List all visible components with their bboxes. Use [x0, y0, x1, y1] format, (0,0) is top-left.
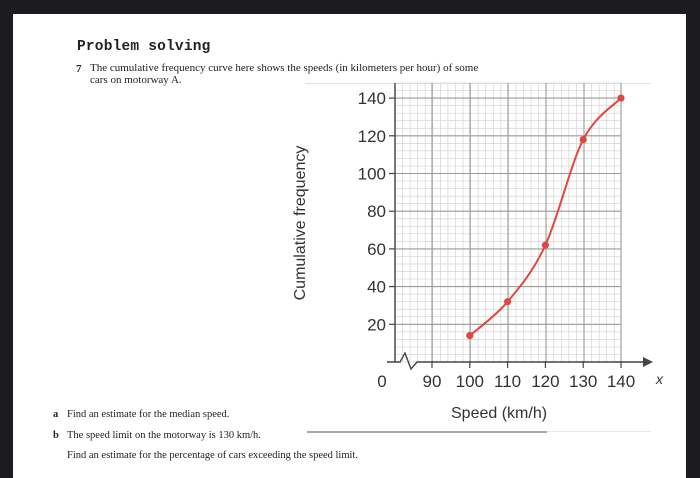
x-axis-arrow-icon: [643, 357, 653, 367]
cumulative-frequency-chart: 20 40 60 80 100 120 140 0 90 100 110 120 130 140 x Cum…: [13, 14, 686, 478]
y-tick-label: 80: [367, 202, 386, 221]
x-tick-label: 110: [494, 372, 521, 391]
y-tick-label: 100: [358, 165, 386, 184]
cumulative-frequency-curve: [469, 97, 622, 337]
chart-canvas: 20 40 60 80 100 120 140 0 90 100 110 120 130 140 x: [358, 82, 664, 391]
x-tick-label: 140: [607, 372, 635, 391]
x-tick-label: 100: [456, 372, 484, 391]
part-letter: b: [53, 430, 59, 441]
question-number: 7: [76, 63, 82, 75]
part-letter: a: [53, 409, 59, 420]
separator-line: [307, 431, 547, 433]
x-origin-label: 0: [377, 372, 386, 391]
data-point: [541, 241, 550, 249]
data-point: [579, 135, 587, 144]
part-text: Find an estimate for the median speed.: [67, 409, 230, 420]
part-text: Find an estimate for the percentage of c…: [67, 450, 358, 461]
data-point: [504, 298, 512, 306]
y-tick-label: 20: [367, 315, 386, 334]
part-b: b The speed limit on the motorway is 130 …: [53, 430, 261, 441]
section-heading: Problem solving: [77, 39, 211, 55]
part-text: The speed limit on the motorway is 130 k…: [67, 430, 261, 441]
x-axis-label: Speed (km/h): [451, 405, 548, 422]
chart-top-rule: [305, 83, 650, 84]
x-axis-with-break: [387, 351, 643, 371]
part-b-continued: Find an estimate for the percentage of c…: [53, 450, 358, 461]
y-tick-label: 120: [358, 127, 386, 146]
y-tick-label: 140: [358, 89, 386, 108]
x-tick-label: 130: [569, 372, 597, 391]
y-axis-label: Cumulative frequency: [292, 145, 309, 301]
x-tick-label: 120: [531, 372, 559, 391]
textbook-page: Problem solving 7 The cumulative frequen…: [13, 14, 686, 478]
data-point: [617, 94, 625, 102]
separator-line-faint: [547, 431, 651, 432]
x-variable-label: x: [655, 371, 664, 387]
y-tick-label: 40: [367, 278, 386, 297]
question-text: The cumulative frequency curve here show…: [90, 62, 479, 86]
data-point: [466, 332, 474, 340]
x-tick-label: 90: [423, 372, 442, 391]
part-a: a Find an estimate for the median speed.: [53, 409, 229, 420]
y-tick-label: 60: [367, 240, 386, 259]
